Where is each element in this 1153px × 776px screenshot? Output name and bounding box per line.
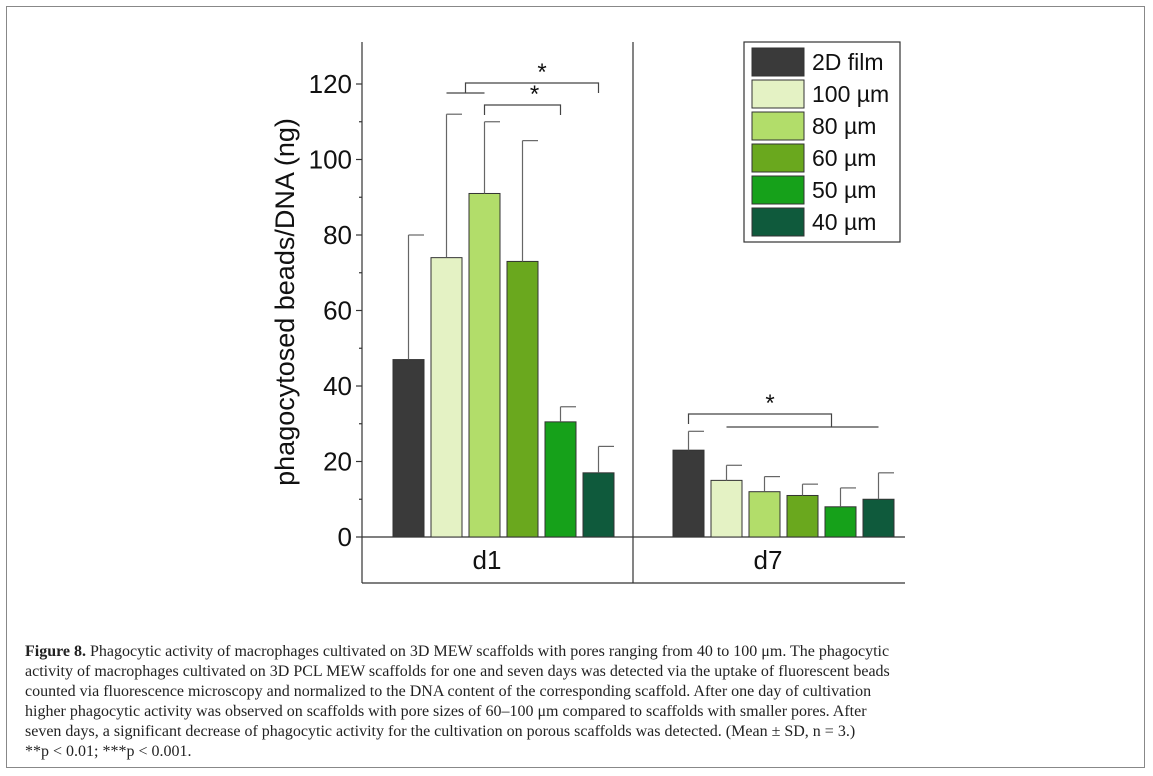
- bar: [544, 421, 577, 538]
- bar: [824, 506, 857, 538]
- caption-line-1: Phagocytic activity of macrophages culti…: [86, 643, 890, 660]
- significance-star: *: [765, 390, 774, 417]
- significance-star: *: [537, 59, 546, 86]
- bar: [468, 192, 501, 538]
- legend-swatch: [751, 143, 805, 173]
- group-label-d7: d7: [754, 545, 783, 575]
- y-tick-label: 0: [338, 522, 352, 552]
- significance-bracket: [446, 82, 600, 94]
- bar: [430, 257, 463, 538]
- caption-line-3: counted via fluorescence microscopy and …: [25, 683, 872, 700]
- bar: [748, 491, 781, 538]
- bar: [582, 472, 615, 538]
- y-tick-label: 60: [323, 296, 352, 326]
- y-tick-label: 40: [323, 371, 352, 401]
- bar: [506, 260, 539, 538]
- significance-star: *: [530, 81, 539, 108]
- y-tick-label: 120: [309, 69, 352, 99]
- bar: [862, 498, 895, 538]
- legend-label: 50 µm: [812, 177, 876, 203]
- legend-label: 100 µm: [812, 81, 889, 107]
- bar: [392, 359, 425, 538]
- y-tick-label: 20: [323, 447, 352, 477]
- legend-label: 60 µm: [812, 145, 876, 171]
- legend-label: 2D film: [812, 49, 884, 75]
- chart-axes: 0 20 40 60 80 100 120 d1 d7: [309, 42, 905, 584]
- legend: 2D film 100 µm 80 µm 60 µm 50 µm 40 µm: [743, 41, 901, 243]
- significance-bracket: [687, 413, 879, 428]
- caption-line-4: higher phagocytic activity was observed …: [25, 703, 867, 720]
- figure-caption: Figure 8. Phagocytic activity of macroph…: [25, 642, 1125, 762]
- group-label-d1: d1: [473, 545, 502, 575]
- caption-line-5: seven days, a significant decrease of ph…: [25, 723, 856, 740]
- significance-brackets: ***: [446, 59, 879, 428]
- y-tick-label: 80: [323, 220, 352, 250]
- bar-series: [392, 113, 895, 538]
- figure-frame: [6, 6, 1145, 768]
- bar: [672, 449, 705, 538]
- legend-swatch: [751, 79, 805, 109]
- legend-label: 80 µm: [812, 113, 876, 139]
- bar: [786, 494, 819, 538]
- legend-swatch: [751, 111, 805, 141]
- caption-line-2: activity of macrophages cultivated on 3D…: [25, 663, 890, 680]
- y-tick-label: 100: [309, 145, 352, 175]
- legend-swatch: [751, 207, 805, 237]
- legend-swatch: [751, 175, 805, 205]
- bar: [710, 479, 743, 538]
- legend-swatch: [751, 47, 805, 77]
- significance-bracket: [483, 104, 562, 115]
- caption-line-6: **p < 0.01; ***p < 0.001.: [25, 743, 192, 760]
- figure-label: Figure 8.: [25, 643, 87, 660]
- y-axis-label: phagocytosed beads/DNA (ng): [270, 118, 300, 486]
- legend-label: 40 µm: [812, 209, 876, 235]
